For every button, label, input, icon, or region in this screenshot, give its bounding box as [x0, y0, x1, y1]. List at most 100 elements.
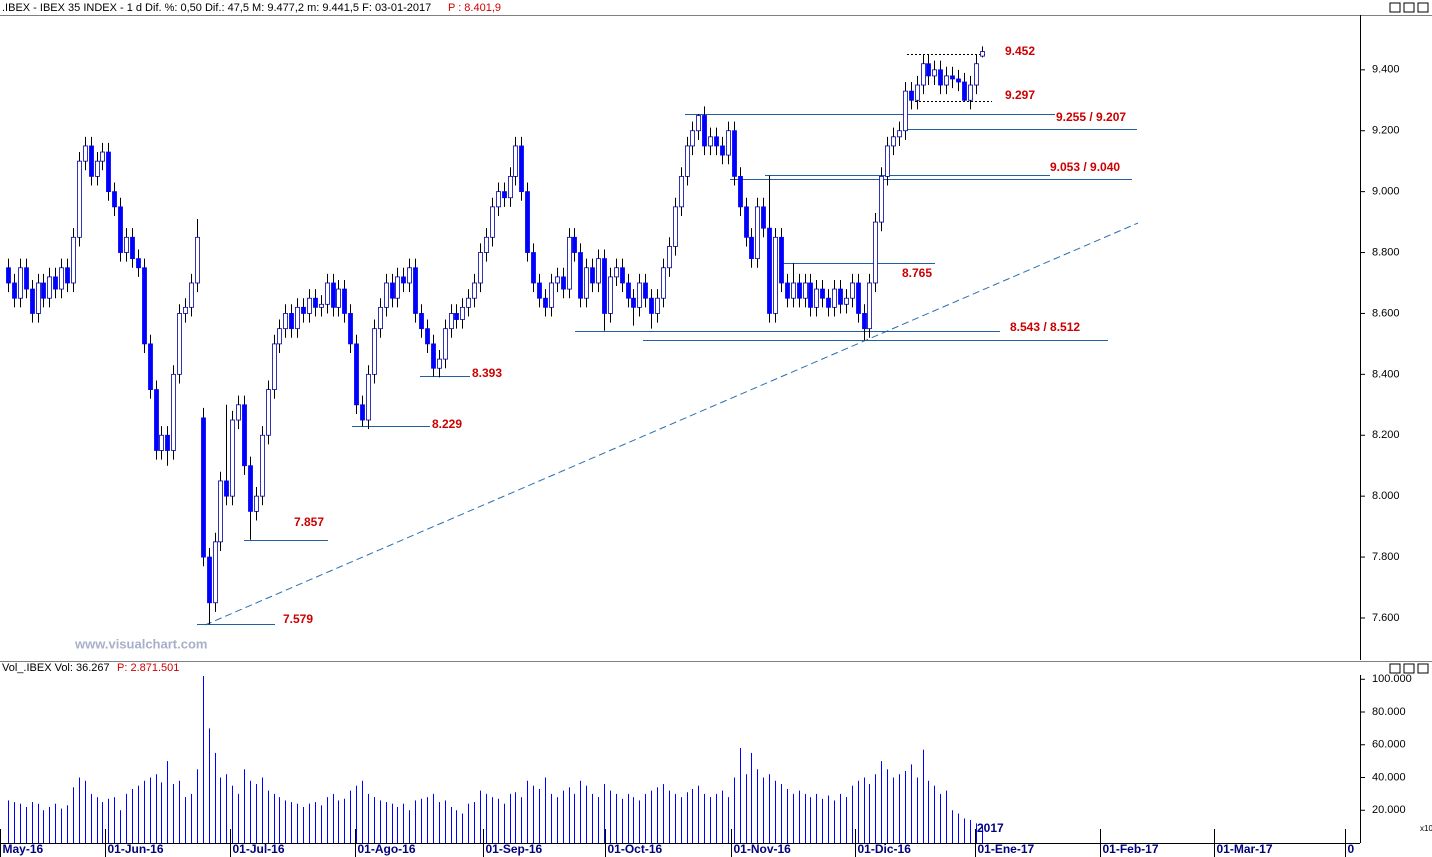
candle-body	[41, 282, 46, 299]
candle-body	[354, 343, 359, 406]
candle-body	[850, 282, 855, 299]
candle-body	[808, 282, 813, 308]
y-tick-label: 8.800	[1372, 246, 1400, 258]
volume-bar	[716, 793, 717, 843]
volume-bar	[751, 752, 752, 843]
candle-body	[584, 267, 589, 299]
volume-bar	[179, 780, 180, 843]
candle-body	[643, 282, 648, 299]
volume-bar	[840, 793, 841, 843]
volume-bar	[704, 793, 705, 843]
volume-bar	[911, 764, 912, 843]
candle-body	[218, 480, 223, 543]
volume-bar	[852, 785, 853, 843]
volume-bar	[321, 805, 322, 843]
volume-bar	[344, 798, 345, 843]
volume-bar	[480, 790, 481, 843]
volume-bar	[350, 790, 351, 843]
min-button[interactable]	[1389, 2, 1401, 13]
candle-body	[425, 328, 430, 345]
candle-body	[177, 313, 182, 375]
volume-bar	[905, 770, 906, 843]
y-tick-label: 100.000	[1372, 673, 1412, 685]
candle-body	[36, 282, 41, 314]
candle-body	[673, 206, 678, 247]
candle-body	[100, 151, 105, 162]
volume-bar	[728, 797, 729, 843]
volume-bar	[191, 793, 192, 843]
volume-bar	[327, 797, 328, 843]
candle-body	[938, 69, 943, 86]
volume-bar	[91, 793, 92, 843]
candle-body	[242, 404, 247, 467]
level-label: 8.543 / 8.512	[1010, 320, 1080, 334]
candle-body	[519, 145, 524, 193]
volume-bar	[67, 805, 68, 843]
volume-bar	[108, 798, 109, 843]
x-tick-label: 01-Nov-16	[734, 842, 792, 856]
volume-bar	[262, 777, 263, 843]
candle-body	[18, 267, 23, 299]
volume-bar	[881, 761, 882, 843]
close-button[interactable]	[1417, 2, 1429, 13]
candle-body	[283, 313, 288, 330]
candle-body	[726, 130, 731, 156]
candle-body	[620, 267, 625, 284]
volume-bar	[386, 802, 387, 843]
volume-bar	[557, 797, 558, 843]
volume-bar	[167, 761, 168, 843]
volume-bar	[14, 802, 15, 843]
candle-body	[224, 480, 229, 497]
volume-bar	[374, 797, 375, 843]
candle-body	[649, 297, 654, 314]
min-button[interactable]	[1389, 663, 1401, 674]
volume-bar	[114, 797, 115, 843]
candle-body	[136, 258, 141, 269]
volume-bar	[232, 785, 233, 843]
max-button[interactable]	[1403, 663, 1415, 674]
candle-body	[873, 221, 878, 284]
candle-body	[47, 276, 52, 299]
trend-line	[204, 222, 1139, 626]
volume-bar	[527, 780, 528, 843]
volume-bar	[657, 787, 658, 843]
candle-body	[407, 267, 412, 284]
x-tick-label: 01-Jun-16	[108, 842, 164, 856]
y-tick-label: 7.800	[1372, 551, 1400, 563]
candle-body	[230, 419, 235, 497]
candle-body	[915, 84, 920, 101]
volume-bar	[810, 797, 811, 843]
candle-body	[862, 313, 867, 330]
candle-body	[844, 297, 849, 305]
candle-body	[106, 151, 111, 193]
volume-bar	[740, 748, 741, 843]
candle-body	[413, 267, 418, 314]
candle-body	[690, 130, 695, 147]
volume-bar	[409, 810, 410, 843]
candle-body	[472, 282, 477, 299]
volume-bar	[238, 793, 239, 843]
candle-body	[236, 404, 241, 421]
y-tick-label: 8.200	[1372, 429, 1400, 441]
max-button[interactable]	[1403, 2, 1415, 13]
candle-body	[531, 252, 536, 284]
volume-bar	[279, 797, 280, 843]
candle-body	[431, 343, 436, 369]
candle-body	[165, 434, 170, 451]
volume-bar	[616, 793, 617, 843]
volume-bar	[834, 800, 835, 843]
level-label: 9.053 / 9.040	[1050, 160, 1120, 174]
candle-body	[484, 236, 489, 253]
candle-body	[83, 145, 88, 162]
volume-bar	[858, 780, 859, 843]
volume-bar	[274, 793, 275, 843]
volume-bar	[203, 675, 204, 843]
volume-bar	[504, 803, 505, 843]
volume-bar	[510, 793, 511, 843]
volume-bar	[380, 800, 381, 843]
close-button[interactable]	[1417, 663, 1429, 674]
candle-body	[502, 191, 507, 199]
candle-body	[820, 288, 825, 299]
candle-body	[490, 206, 495, 238]
candle-body	[631, 297, 636, 308]
